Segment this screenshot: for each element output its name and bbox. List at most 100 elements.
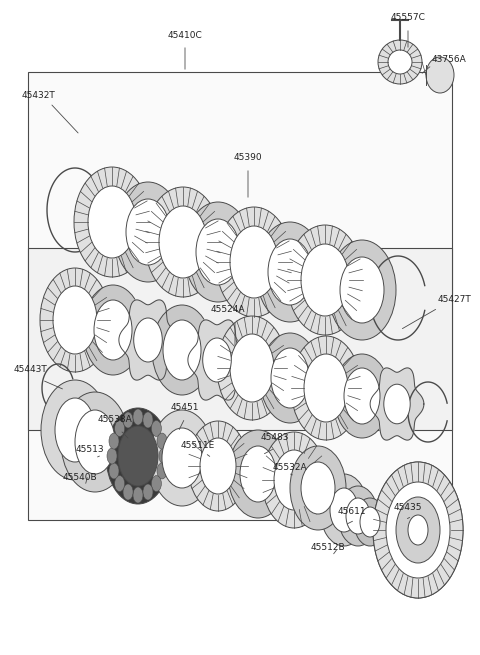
Ellipse shape [143,412,153,428]
Text: 45451: 45451 [171,403,199,413]
Text: 45511E: 45511E [181,441,215,449]
Ellipse shape [133,487,143,503]
Ellipse shape [83,285,143,375]
Ellipse shape [230,334,274,402]
Text: 45443T: 45443T [13,365,47,375]
Ellipse shape [196,219,240,285]
Text: 45524A: 45524A [211,305,245,314]
Ellipse shape [388,50,412,74]
Ellipse shape [159,206,207,278]
Ellipse shape [151,421,161,436]
Ellipse shape [118,426,158,486]
Ellipse shape [75,410,115,474]
Ellipse shape [203,338,231,382]
Polygon shape [28,248,452,430]
Ellipse shape [143,484,153,500]
Text: 45512B: 45512B [311,544,345,553]
Ellipse shape [107,448,117,464]
Ellipse shape [74,167,150,277]
Ellipse shape [61,392,129,492]
Text: 45557C: 45557C [391,14,425,22]
Ellipse shape [55,398,95,462]
Ellipse shape [373,462,463,598]
Ellipse shape [268,239,312,305]
Ellipse shape [157,463,167,479]
Ellipse shape [133,409,143,425]
Ellipse shape [123,484,133,500]
Ellipse shape [354,498,386,546]
Ellipse shape [290,446,346,530]
Ellipse shape [106,408,170,504]
Ellipse shape [40,268,110,372]
Ellipse shape [53,286,97,354]
Polygon shape [188,320,246,400]
Ellipse shape [304,354,348,422]
Ellipse shape [360,507,380,537]
Ellipse shape [216,207,292,317]
Text: 43756A: 43756A [432,56,467,64]
Ellipse shape [109,433,119,449]
Text: 45532A: 45532A [273,464,307,472]
Ellipse shape [287,225,363,335]
Ellipse shape [262,432,326,528]
Ellipse shape [346,498,370,534]
Ellipse shape [334,354,390,438]
Ellipse shape [230,226,278,298]
Ellipse shape [338,486,378,546]
Ellipse shape [145,187,221,297]
Polygon shape [28,72,452,520]
Polygon shape [119,300,177,380]
Ellipse shape [301,244,349,316]
Ellipse shape [163,320,201,380]
Ellipse shape [344,368,380,424]
Ellipse shape [320,474,368,546]
Ellipse shape [41,380,109,480]
Text: 45513: 45513 [76,445,104,455]
Ellipse shape [126,199,170,265]
Ellipse shape [340,257,384,323]
Text: 45538A: 45538A [97,415,132,424]
Ellipse shape [217,316,287,420]
Polygon shape [370,368,424,440]
Text: 45483: 45483 [261,434,289,443]
Text: 45611: 45611 [338,508,366,517]
Ellipse shape [260,333,320,423]
Ellipse shape [150,410,214,506]
Ellipse shape [373,462,463,598]
Ellipse shape [159,448,169,464]
Ellipse shape [115,476,125,491]
Ellipse shape [162,428,202,488]
Ellipse shape [184,202,252,302]
Text: 45427T: 45427T [438,295,472,305]
Text: 45390: 45390 [234,153,262,162]
Ellipse shape [240,446,276,502]
Text: 45410C: 45410C [168,31,203,39]
Ellipse shape [115,421,125,436]
Ellipse shape [271,348,309,408]
Ellipse shape [330,488,358,532]
Ellipse shape [396,497,440,563]
Ellipse shape [88,186,136,258]
Ellipse shape [426,57,454,93]
Ellipse shape [94,300,132,360]
Ellipse shape [408,515,428,545]
Ellipse shape [378,40,422,84]
Text: 45435: 45435 [394,504,422,512]
Ellipse shape [151,476,161,491]
Ellipse shape [228,430,288,518]
Ellipse shape [384,384,410,424]
Ellipse shape [301,462,335,514]
Ellipse shape [134,318,162,362]
Ellipse shape [328,240,396,340]
Ellipse shape [274,450,314,510]
Ellipse shape [114,182,182,282]
Ellipse shape [200,438,236,494]
Ellipse shape [386,482,450,578]
Ellipse shape [188,421,248,511]
Ellipse shape [123,412,133,428]
Text: 45432T: 45432T [21,90,55,100]
Ellipse shape [152,305,212,395]
Ellipse shape [109,463,119,479]
Ellipse shape [157,433,167,449]
Text: 45540B: 45540B [63,474,97,483]
